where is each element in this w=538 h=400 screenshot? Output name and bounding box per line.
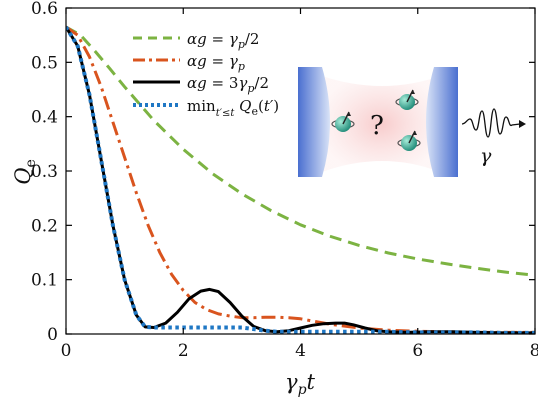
series-line-2 bbox=[66, 25, 535, 334]
series-layer bbox=[66, 25, 535, 334]
y-tick-label: 0.1 bbox=[31, 271, 58, 291]
right-mirror bbox=[426, 67, 458, 177]
tick-layer: 0 2 4 6 8 0 0.1 0.2 0.3 0.4 0.5 0.6 bbox=[31, 0, 538, 361]
x-tick-label: 2 bbox=[178, 341, 189, 361]
atom-1 bbox=[331, 111, 355, 132]
y-axis-label: Qe bbox=[11, 159, 39, 185]
y-tick-label: 0.4 bbox=[31, 108, 58, 128]
legend: αg = γp/2 αg = γp αg = 3γp/2 mint′≤t Qe(… bbox=[133, 30, 279, 119]
question-mark: ? bbox=[370, 111, 384, 141]
x-tick-label: 8 bbox=[530, 341, 538, 361]
atom-3 bbox=[397, 130, 421, 151]
left-mirror bbox=[298, 67, 330, 177]
series-line-4 bbox=[66, 25, 535, 334]
cavity-inset: ? γ bbox=[298, 67, 526, 177]
y-tick-label: 0.5 bbox=[31, 53, 58, 73]
y-tick-label: 0.6 bbox=[31, 0, 58, 19]
y-tick-label: 0 bbox=[47, 325, 58, 345]
legend-label-2: αg = γp bbox=[187, 52, 245, 73]
series-line-1 bbox=[66, 25, 535, 277]
emission-arrow bbox=[519, 120, 526, 128]
x-tick-label: 6 bbox=[412, 341, 423, 361]
x-tick-label: 0 bbox=[61, 341, 72, 361]
y-tick-label: 0.3 bbox=[31, 162, 58, 182]
legend-label-3: αg = 3γp/2 bbox=[187, 74, 269, 95]
x-tick-label: 4 bbox=[295, 341, 306, 361]
legend-label-1: αg = γp/2 bbox=[187, 30, 259, 51]
legend-label-4: mint′≤t Qe(t′) bbox=[187, 97, 279, 119]
atom-2 bbox=[395, 89, 419, 110]
emission-label: γ bbox=[480, 145, 492, 167]
emission-wave bbox=[461, 108, 521, 138]
y-tick-label: 0.2 bbox=[31, 216, 58, 236]
x-axis-label: γpt bbox=[285, 370, 316, 398]
